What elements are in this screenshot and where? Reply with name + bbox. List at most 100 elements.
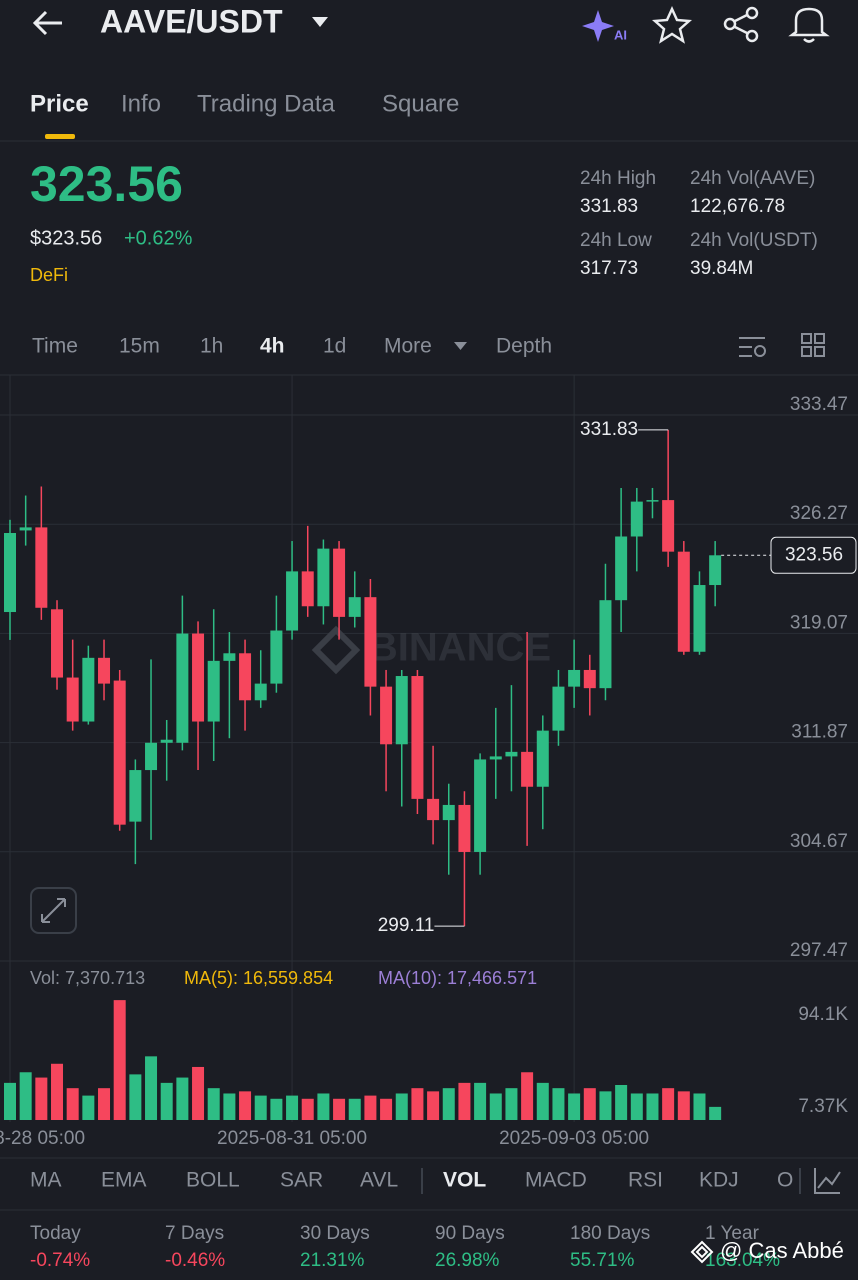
perf-period: 90 Days xyxy=(435,1223,505,1244)
sector-tag[interactable]: DeFi xyxy=(30,265,68,285)
y-tick-label: 333.47 xyxy=(790,394,848,415)
indicator[interactable]: AVL xyxy=(360,1169,398,1192)
volume-bar xyxy=(223,1093,236,1120)
volume-bar xyxy=(82,1095,95,1120)
favorite-button[interactable] xyxy=(651,5,693,44)
volume-bar xyxy=(333,1098,346,1120)
volume-bar xyxy=(301,1098,314,1120)
pair-title[interactable]: AAVE/USDT xyxy=(100,3,283,39)
candle-body xyxy=(442,804,455,821)
candle-body xyxy=(333,548,346,617)
candle-body xyxy=(411,676,424,799)
candle-body xyxy=(4,533,16,613)
indicator[interactable]: KDJ xyxy=(699,1169,739,1192)
volume-bar xyxy=(98,1088,111,1120)
indicator[interactable]: VOL xyxy=(443,1169,486,1192)
volume-bar xyxy=(693,1093,706,1120)
low-label: 299.11 xyxy=(378,915,435,936)
volume-bar xyxy=(286,1095,299,1120)
candle-body xyxy=(646,500,659,502)
candle-body xyxy=(395,676,408,745)
volume-bar xyxy=(474,1082,487,1120)
tab[interactable]: Info xyxy=(121,90,161,117)
pair-dropdown[interactable] xyxy=(312,17,328,27)
tab[interactable]: Price xyxy=(30,90,89,117)
indicator[interactable]: SAR xyxy=(280,1169,323,1192)
candle-body xyxy=(207,660,220,722)
indicator[interactable]: MACD xyxy=(525,1169,587,1192)
volume-bar xyxy=(270,1098,283,1120)
interval[interactable]: Time xyxy=(32,335,78,358)
chart-settings-button[interactable] xyxy=(739,337,766,357)
candle-body xyxy=(427,798,440,821)
tab-indicator xyxy=(45,134,75,139)
candle-body xyxy=(693,585,706,652)
candle-body xyxy=(160,739,173,743)
volume-bar xyxy=(348,1098,361,1120)
interval[interactable]: 1h xyxy=(200,335,223,358)
interval[interactable]: Depth xyxy=(496,335,552,358)
volume-bar xyxy=(176,1077,189,1120)
indicator[interactable]: EMA xyxy=(101,1169,147,1192)
candle-body xyxy=(192,633,205,722)
volume-bar xyxy=(192,1066,205,1120)
candle-body xyxy=(536,730,549,787)
fullscreen-button[interactable] xyxy=(30,887,77,934)
price-change: +0.62% xyxy=(124,227,193,249)
indicator[interactable]: BOLL xyxy=(186,1169,240,1192)
interval[interactable]: 15m xyxy=(119,335,160,358)
alert-button[interactable] xyxy=(788,7,830,43)
stat-value: 331.83 xyxy=(580,196,638,217)
volume-bar xyxy=(568,1093,581,1120)
perf-change: 55.71% xyxy=(570,1250,635,1271)
stat-value: 122,676.78 xyxy=(690,196,785,217)
perf-period: 30 Days xyxy=(300,1223,370,1244)
y-tick-label: 304.67 xyxy=(790,831,848,852)
indicator[interactable]: RSI xyxy=(628,1169,663,1192)
volume-bar xyxy=(411,1088,424,1120)
volume-bar xyxy=(583,1088,596,1120)
candle-body xyxy=(615,536,628,601)
interval[interactable]: More xyxy=(384,335,432,358)
volume-bar xyxy=(19,1072,32,1120)
volume-bar xyxy=(599,1091,612,1120)
indicator[interactable]: O xyxy=(777,1169,793,1192)
more-dropdown xyxy=(454,342,467,350)
share-button[interactable] xyxy=(723,6,759,43)
candle-body xyxy=(223,653,236,661)
candle-body xyxy=(66,677,79,722)
x-tick-label: 2025-08-28 05:00 xyxy=(0,1128,85,1149)
volume-bar xyxy=(207,1088,220,1120)
tab[interactable]: Square xyxy=(382,90,459,117)
volume-bar xyxy=(677,1091,690,1120)
interval[interactable]: 1d xyxy=(323,335,346,358)
layout-button[interactable] xyxy=(801,333,825,357)
volume-tick-label: 94.1K xyxy=(798,1004,848,1025)
candle-body xyxy=(583,669,596,689)
back-button[interactable] xyxy=(32,10,62,36)
candle-body xyxy=(552,686,565,731)
candle-body xyxy=(301,571,314,607)
perf-period: 1 Year xyxy=(705,1223,760,1244)
volume-bar xyxy=(4,1082,16,1120)
candle-body xyxy=(458,804,471,852)
candle-body xyxy=(145,742,158,771)
credit: @ Cas Abbé xyxy=(720,1238,844,1263)
indicator-settings[interactable] xyxy=(814,1168,841,1194)
interval[interactable]: 4h xyxy=(260,335,285,358)
indicator[interactable]: MA xyxy=(30,1169,62,1192)
volume-bar xyxy=(615,1084,628,1120)
volume-bar xyxy=(521,1072,534,1120)
candle-body xyxy=(662,500,675,552)
ai-icon[interactable] xyxy=(582,10,614,42)
candle-body xyxy=(474,759,487,852)
volume-bar xyxy=(66,1088,79,1120)
last-price-box xyxy=(770,536,857,574)
perf-period: Today xyxy=(30,1223,81,1244)
tab[interactable]: Trading Data xyxy=(197,90,336,117)
x-tick-label: 2025-09-03 05:00 xyxy=(499,1128,649,1149)
high-label: 331.83 xyxy=(580,419,638,440)
volume-bar xyxy=(317,1093,330,1120)
volume-bar xyxy=(145,1056,158,1120)
